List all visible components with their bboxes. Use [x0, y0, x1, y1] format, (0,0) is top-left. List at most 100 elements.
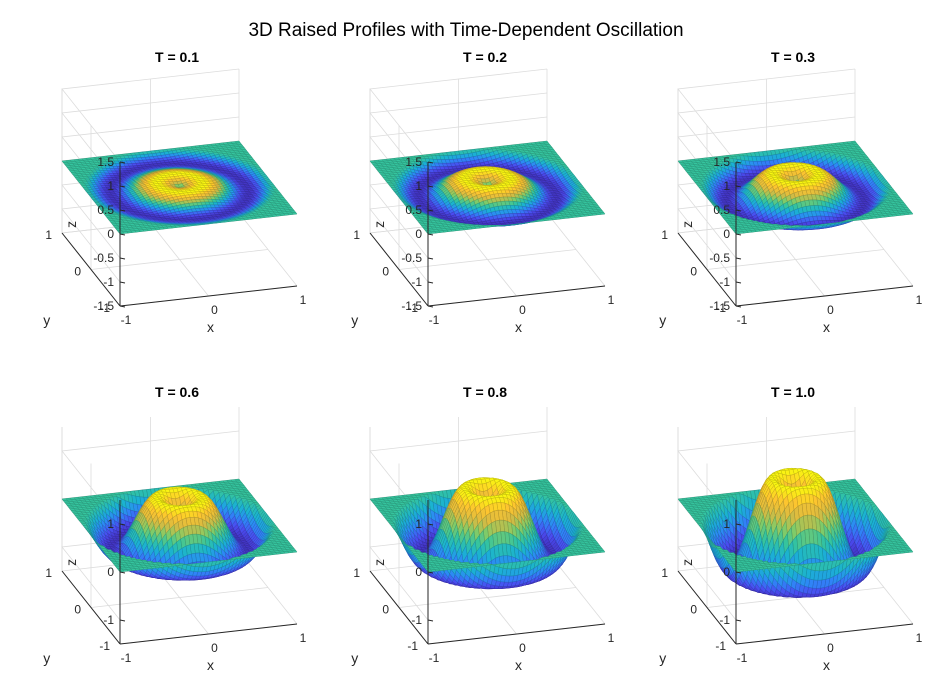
z-tick-label: 0 [723, 227, 730, 241]
z-tick-label: -1 [719, 613, 730, 627]
z-tick-label: 1 [415, 517, 422, 531]
z-tick-label: 0 [107, 227, 114, 241]
y-tick-label: 0 [690, 603, 697, 617]
axes-lines [677, 161, 914, 308]
x-tick-label: 0 [827, 303, 834, 317]
z-axis-label: z [679, 221, 695, 228]
z-tick-label: 1.5 [405, 155, 422, 169]
z-tick-label: 1 [107, 179, 114, 193]
x-tick-label: 1 [300, 293, 307, 307]
x-tick-label: 1 [608, 631, 615, 645]
x-tick-label: -1 [737, 651, 748, 665]
z-tick-label: 1.5 [97, 155, 114, 169]
z-tick-label: 0.5 [97, 203, 114, 217]
x-tick-label: -1 [429, 313, 440, 327]
x-tick-label: 1 [916, 293, 923, 307]
subplot-title: T = 0.6 [155, 384, 199, 400]
axes-lines [369, 500, 606, 645]
y-tick-label: -1 [407, 639, 418, 653]
x-axis-label: x [207, 657, 214, 673]
y-tick-label: 1 [353, 228, 360, 242]
x-tick-label: -1 [121, 651, 132, 665]
x-tick-label: -1 [737, 313, 748, 327]
x-axis-label: x [823, 319, 830, 335]
z-tick-label: -1.5 [93, 299, 114, 313]
z-tick-label: 0 [415, 227, 422, 241]
y-tick-label: 1 [353, 566, 360, 580]
y-axis-label: y [659, 312, 666, 328]
z-tick-label: -1 [411, 275, 422, 289]
y-axis-label: y [659, 650, 666, 666]
subplot-title: T = 1.0 [771, 384, 815, 400]
z-axis-label: z [679, 559, 695, 566]
z-tick-label: -1 [103, 275, 114, 289]
surface-mesh [369, 477, 606, 590]
z-tick-label: -1.5 [401, 299, 422, 313]
z-tick-label: -1 [103, 613, 114, 627]
z-axis-label: z [63, 559, 79, 566]
subplot-5: -1 0 1 -1 0 1 -1 0 1 z x y T = 0.8 [351, 384, 614, 673]
x-tick-label: 0 [211, 641, 218, 655]
y-axis-label: y [43, 650, 50, 666]
z-axis-label: z [63, 221, 79, 228]
surface-mesh [61, 140, 298, 235]
z-tick-label: -0.5 [401, 251, 422, 265]
z-tick-label: 0 [723, 565, 730, 579]
subplot-title: T = 0.8 [463, 384, 507, 400]
y-tick-label: 0 [382, 265, 389, 279]
y-tick-label: 1 [45, 228, 52, 242]
y-tick-label: 1 [661, 228, 668, 242]
axes-lines [369, 161, 606, 308]
x-axis-label: x [823, 657, 830, 673]
z-tick-label: 1 [107, 517, 114, 531]
subplot-title: T = 0.1 [155, 49, 199, 65]
x-tick-label: 1 [608, 293, 615, 307]
x-tick-label: 1 [916, 631, 923, 645]
z-axis-label: z [371, 221, 387, 228]
x-tick-label: -1 [121, 313, 132, 327]
subplot-4: -1 0 1 -1 0 1 -1 0 1 z x y T = 0.6 [43, 384, 306, 673]
y-tick-label: 1 [45, 566, 52, 580]
axes-lines [61, 161, 298, 308]
subplot-title: T = 0.3 [771, 49, 815, 65]
z-tick-label: -0.5 [93, 251, 114, 265]
figure-title: 3D Raised Profiles with Time-Dependent O… [248, 20, 683, 41]
x-axis-label: x [207, 319, 214, 335]
z-tick-label: -1.5 [709, 299, 730, 313]
y-tick-label: -1 [99, 301, 110, 315]
y-axis-label: y [43, 312, 50, 328]
x-axis-label: x [515, 657, 522, 673]
y-tick-label: -1 [715, 639, 726, 653]
z-tick-label: 1 [415, 179, 422, 193]
z-tick-label: 0.5 [713, 203, 730, 217]
subplot-title: T = 0.2 [463, 49, 507, 65]
surface-mesh [369, 140, 606, 235]
y-tick-label: -1 [99, 639, 110, 653]
y-tick-label: 0 [74, 603, 81, 617]
z-tick-label: -0.5 [709, 251, 730, 265]
x-tick-label: 0 [211, 303, 218, 317]
x-tick-label: 0 [827, 641, 834, 655]
z-tick-label: 0 [415, 565, 422, 579]
subplot-6: -1 0 1 -1 0 1 -1 0 1 z x y T = 1.0 [659, 384, 922, 673]
y-tick-label: -1 [407, 301, 418, 315]
surface-mesh [61, 478, 298, 581]
y-axis-label: y [351, 650, 358, 666]
axes-lines [61, 500, 298, 645]
z-tick-label: -1 [411, 613, 422, 627]
x-axis-label: x [515, 319, 522, 335]
z-tick-label: 0.5 [405, 203, 422, 217]
z-tick-label: 0 [107, 565, 114, 579]
y-axis-label: y [351, 312, 358, 328]
y-tick-label: 0 [382, 603, 389, 617]
y-tick-label: -1 [715, 301, 726, 315]
x-tick-label: 1 [300, 631, 307, 645]
x-tick-label: -1 [429, 651, 440, 665]
y-tick-label: 1 [661, 566, 668, 580]
surface-mesh [677, 140, 914, 235]
axes-lines [677, 500, 914, 645]
